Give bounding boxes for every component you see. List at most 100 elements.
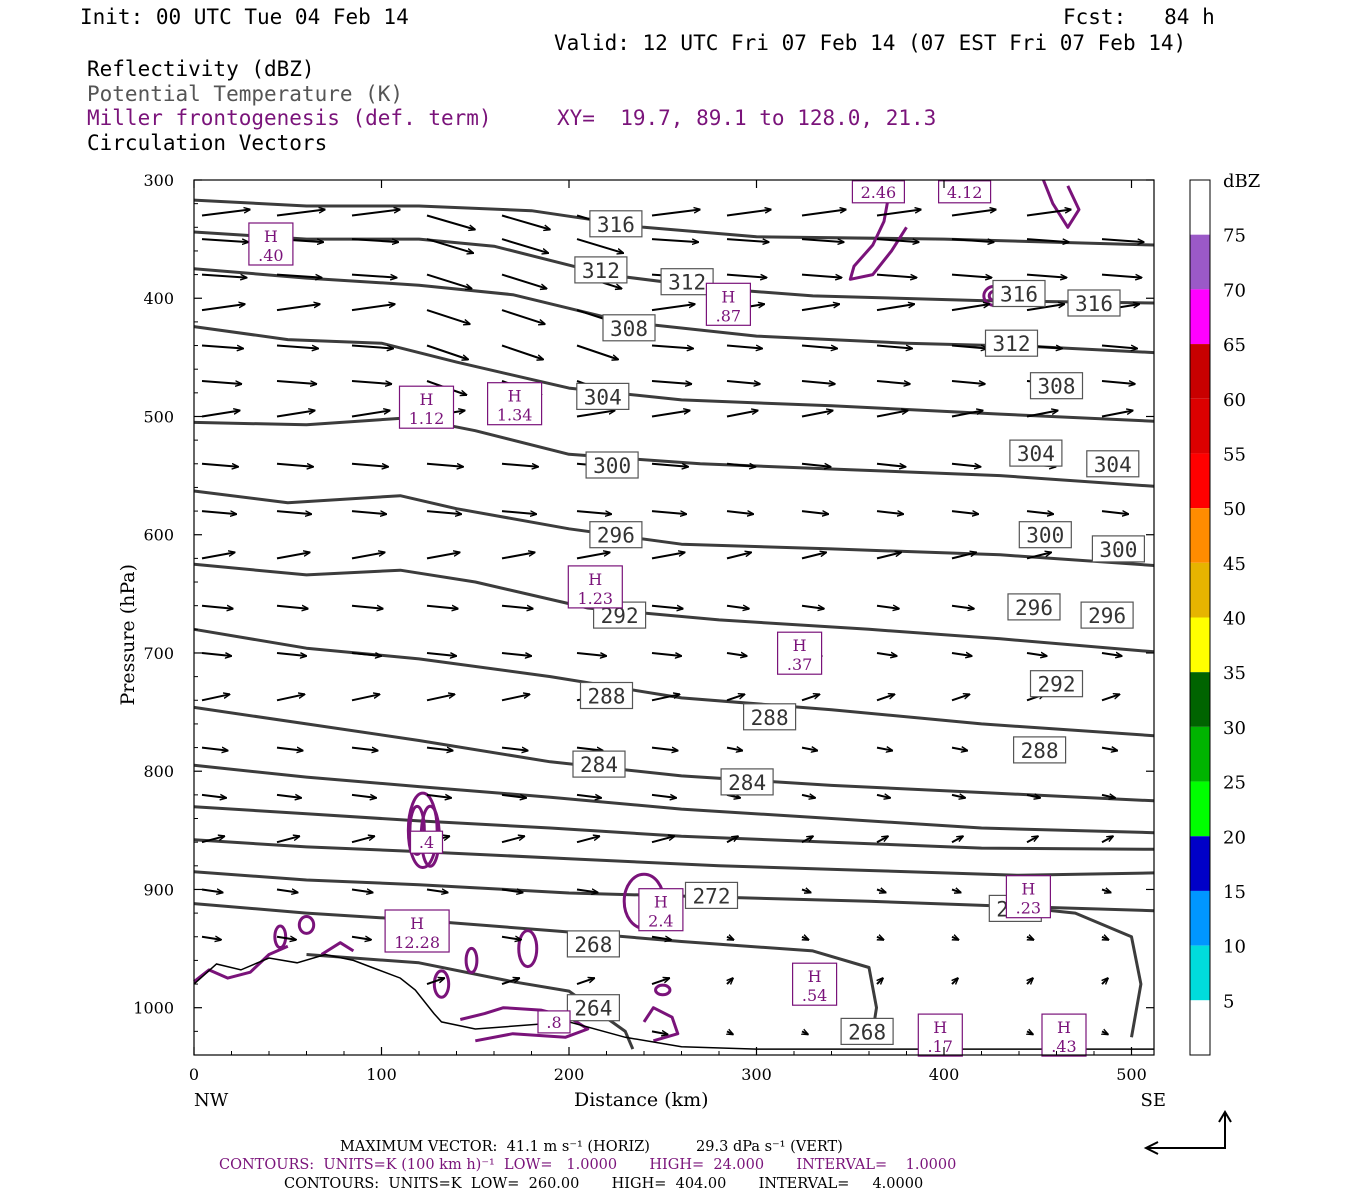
theta-label-box xyxy=(566,930,621,958)
colorbar-swatch xyxy=(1190,453,1210,509)
theta-contour xyxy=(193,627,1155,738)
vector-arrow xyxy=(201,795,226,798)
colorbar-swatch xyxy=(1190,836,1210,891)
vector-arrow xyxy=(951,380,985,384)
vector-arrow xyxy=(726,411,758,418)
vector-arrow xyxy=(501,890,523,893)
x-tick-label: 500 xyxy=(1116,1065,1147,1084)
vector-arrow xyxy=(426,748,453,751)
fronto-high-marker: H xyxy=(654,893,668,912)
theta-label-box xyxy=(572,750,626,778)
colorbar-swatch xyxy=(1190,562,1210,618)
vector-arrow xyxy=(501,836,525,844)
vector-arrow xyxy=(426,978,444,986)
vector-arrow xyxy=(876,653,897,656)
vector-arrow xyxy=(876,304,914,312)
theta-contour xyxy=(193,838,1155,877)
field-reflectivity: Reflectivity (dBZ) xyxy=(87,57,315,81)
fronto-contour xyxy=(273,924,288,950)
x-axis-label: Distance (km) xyxy=(574,1089,709,1111)
vector-arrow xyxy=(426,462,463,467)
vector-arrow xyxy=(651,748,678,751)
fronto-contour xyxy=(406,791,439,870)
vector-arrow xyxy=(801,694,820,702)
vector-arrow xyxy=(276,937,296,940)
colorbar: 75 70 65 60 55 50 45 40 35 30 25 20 15 10 5 dBZ xyxy=(1189,171,1260,1056)
fronto-contour xyxy=(464,946,479,974)
vector-arrow xyxy=(351,795,376,798)
vector-arrow xyxy=(651,694,680,702)
vector-arrow xyxy=(576,795,601,798)
theta-label-box xyxy=(660,268,714,296)
vector-arrow xyxy=(276,462,313,467)
vector-arrow xyxy=(951,836,963,844)
vector-arrow xyxy=(576,653,606,656)
theta-contour xyxy=(193,325,1155,423)
vector-arrow xyxy=(201,937,221,940)
theta-label-box xyxy=(742,703,797,731)
vector-arrow xyxy=(951,694,970,702)
vector-arrow xyxy=(726,273,767,278)
fronto-high-box xyxy=(1005,875,1052,919)
x-tick-label: 300 xyxy=(741,1065,772,1084)
theta-label: 296 xyxy=(597,524,635,548)
vector-arrow xyxy=(426,694,455,702)
theta-label: 284 xyxy=(580,753,618,777)
fronto-high-value: 1.34 xyxy=(497,406,533,425)
theta-label: 316 xyxy=(1000,283,1038,307)
vector-arrow xyxy=(426,795,451,798)
theta-contour xyxy=(193,763,1155,835)
fronto-label: 2.46 xyxy=(861,183,897,202)
contour-labels: 316 312 312 308 304 300 296 292 288 288 284 284 272 2… xyxy=(248,180,1146,1057)
theta-contour xyxy=(306,953,635,1050)
theta-contour xyxy=(193,705,1155,803)
vector-arrow xyxy=(876,606,899,609)
fronto-contour xyxy=(320,941,355,956)
vector-arrow xyxy=(951,464,981,467)
fronto-high-marker: H xyxy=(933,1018,947,1037)
colorbar-label: 5 xyxy=(1223,991,1234,1012)
vector-arrow xyxy=(1026,836,1038,844)
vector-arrow xyxy=(651,937,671,940)
theta-label-box xyxy=(984,329,1039,357)
vector-arrow xyxy=(876,344,912,349)
vector-arrow xyxy=(801,411,833,418)
vector-arrow xyxy=(651,210,700,217)
vector-arrow xyxy=(351,653,381,656)
theta-label: 300 xyxy=(1099,538,1137,562)
vector-arrow xyxy=(576,552,610,560)
vector-arrow xyxy=(801,344,837,349)
terrain-profile xyxy=(193,953,1154,1050)
theta-label-box xyxy=(840,1017,894,1046)
vector-arrow xyxy=(576,890,598,893)
theta-contour xyxy=(193,416,1155,488)
vector-arrow xyxy=(1101,273,1142,278)
vector-arrow xyxy=(651,344,693,349)
theta-contour xyxy=(193,805,1155,851)
vector-arrow xyxy=(351,304,395,312)
colorbar-label: 60 xyxy=(1223,390,1246,411)
colorbar-swatch xyxy=(1190,234,1210,290)
fronto-high-box xyxy=(776,631,823,675)
theta-label: 268 xyxy=(574,933,612,957)
theta-label-box xyxy=(574,256,628,284)
vector-arrow xyxy=(201,694,230,702)
vector-arrow xyxy=(276,606,308,609)
vector-arrow xyxy=(801,795,815,798)
theta-label: 288 xyxy=(1021,739,1059,763)
vector-arrow xyxy=(201,411,240,418)
fronto-label-box xyxy=(409,830,444,854)
fronto-label: 4.12 xyxy=(947,183,983,202)
vector-arrow xyxy=(1026,937,1034,940)
vector-arrow xyxy=(351,238,398,242)
colorbar-label: 25 xyxy=(1223,773,1246,794)
fronto-high-marker: H xyxy=(721,287,735,306)
fronto-high-marker: H xyxy=(1057,1018,1071,1037)
fronto-high-value: .40 xyxy=(258,246,283,265)
vector-arrow xyxy=(876,464,906,467)
vector-arrow xyxy=(276,273,322,278)
fronto-label-box xyxy=(851,180,906,204)
vector-arrow xyxy=(1101,511,1128,514)
fronto-high-box xyxy=(705,282,752,326)
